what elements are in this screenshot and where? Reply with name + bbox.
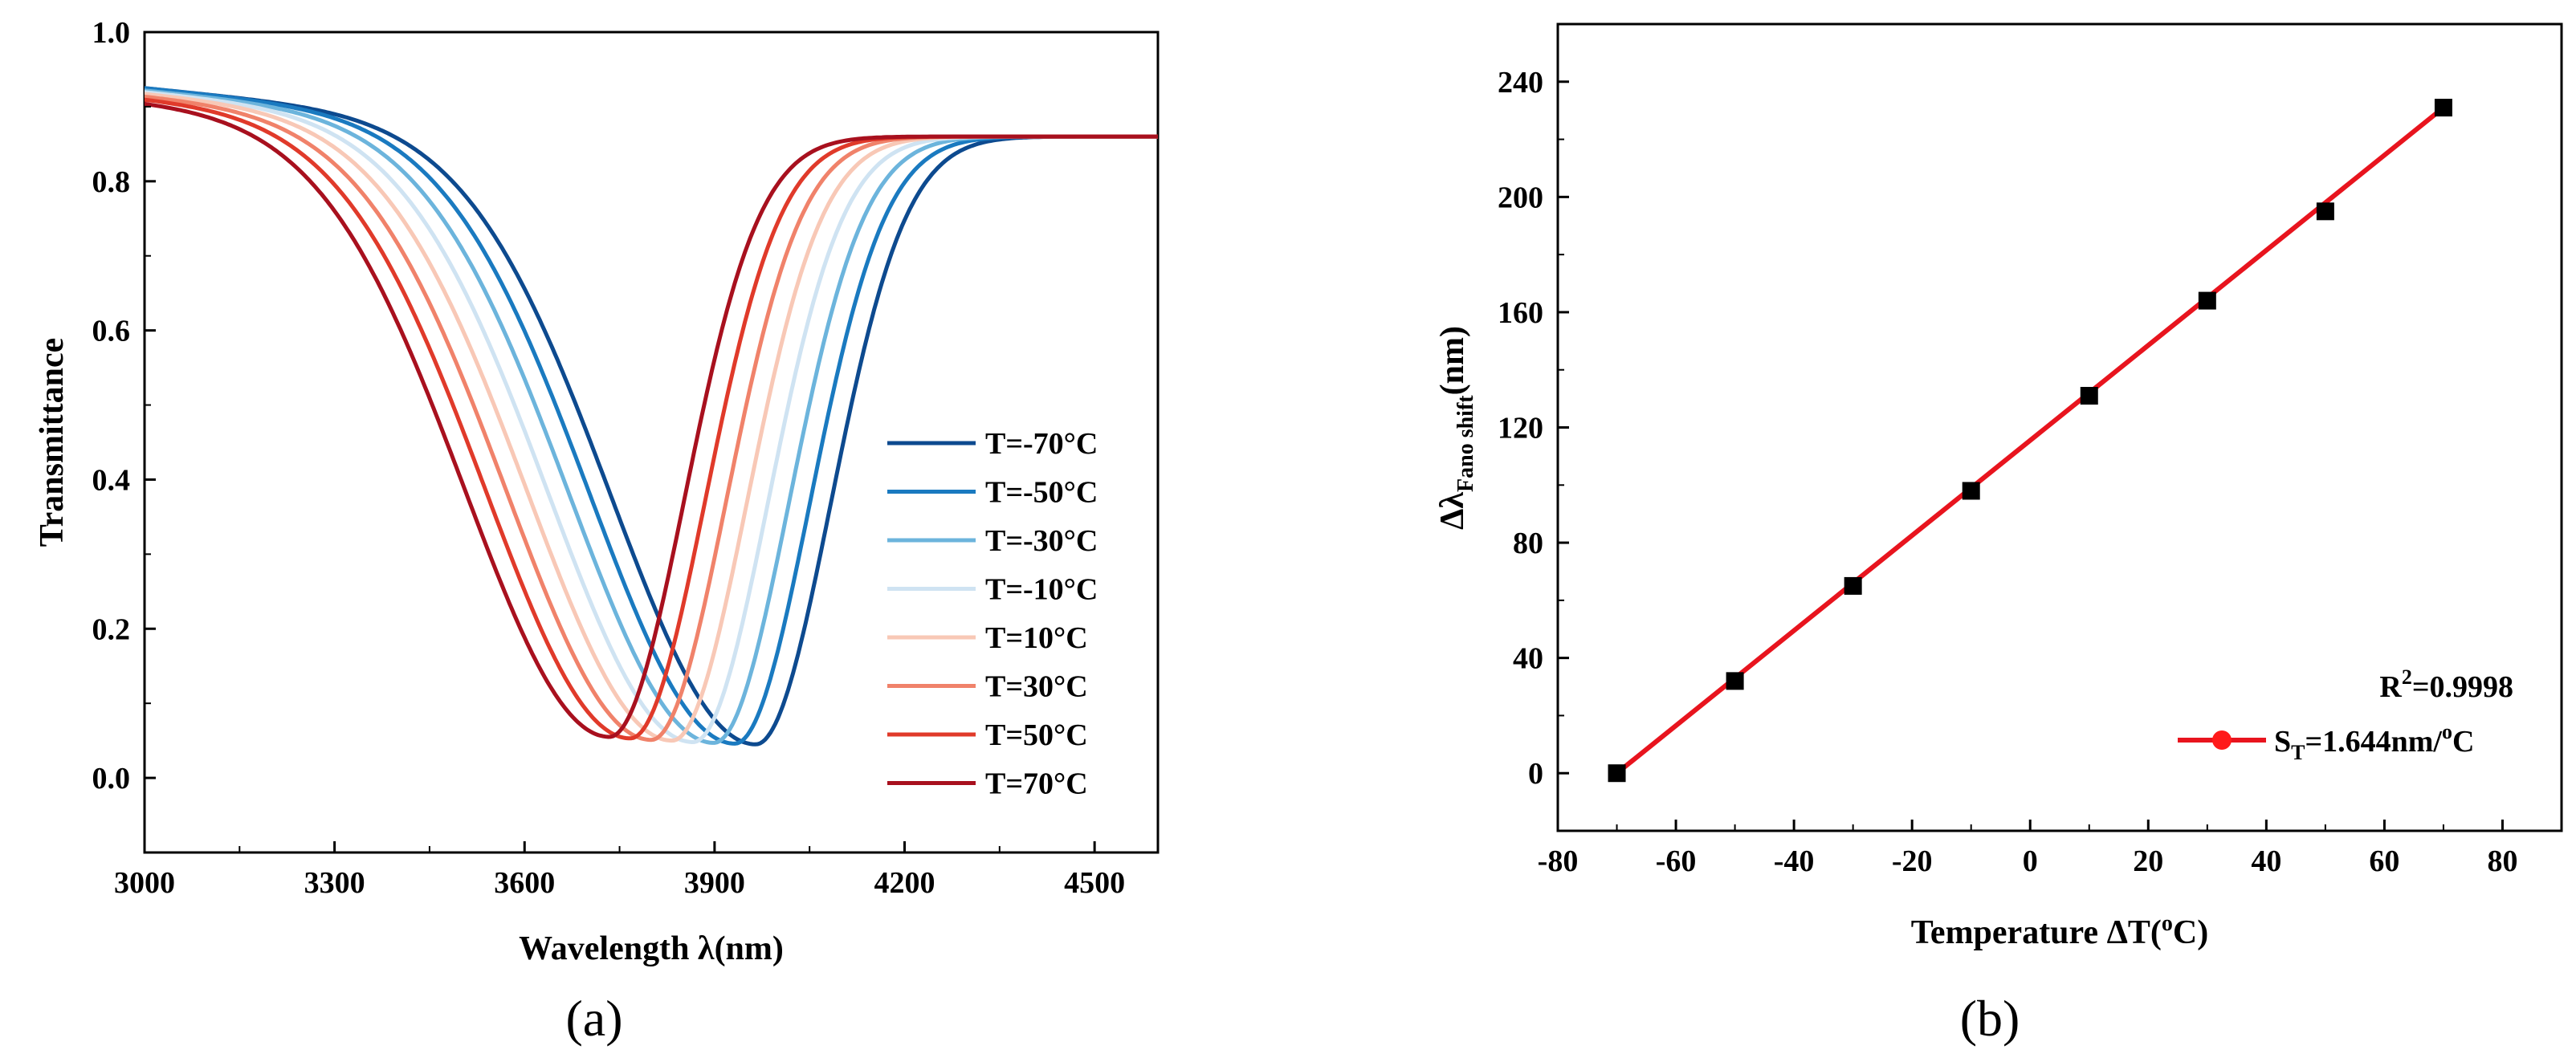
chart-a-plot-area [143, 31, 1160, 854]
chart-b-x-tick-label: 40 [2251, 844, 2281, 878]
chart-b-x-tick-label: -80 [1538, 844, 1579, 878]
chart-b-legend-main: S [2274, 725, 2291, 759]
chart-b-r2-end: =0.9998 [2412, 670, 2513, 704]
chart-a-y-tick-label: 0.0 [92, 762, 131, 795]
chart-b-fit-line [1615, 105, 2445, 775]
chart-a-x-tick-label: 3300 [304, 866, 365, 900]
chart-b-y-tick-label: 0 [1528, 757, 1543, 791]
chart-b-y-axis-title-main: Δλ [1434, 492, 1471, 530]
chart-b-data-point [1726, 672, 1744, 690]
chart-b-y-axis-title: ΔλFano shift(nm) [1434, 326, 1478, 530]
chart-b-x-ticks: -80 -60 -40 -20 0 20 40 60 80 [1538, 820, 2517, 878]
chart-a-legend: T=-70°C T=-50°C T=-30°C T=-10°C T=10°C T=30°C… [887, 427, 1098, 801]
chart-a-x-tick-label: 3900 [684, 866, 745, 900]
chart-b-y-axis-title-sub: Fano shift [1453, 395, 1478, 492]
chart-a-legend-label: T=50°C [985, 718, 1088, 752]
chart-a-y-tick-label: 1.0 [92, 16, 131, 50]
chart-b-legend-tail: C [2452, 725, 2474, 759]
chart-b-fit [1615, 105, 2445, 775]
chart-a-x-tick-label: 4200 [874, 866, 935, 900]
chart-b-legend-end: =1.644nm/ [2305, 725, 2442, 759]
chart-b-x-tick-label: 80 [2487, 844, 2517, 878]
chart-b-y-tick-label: 40 [1513, 642, 1543, 676]
chart-a-y-tick-label: 0.6 [92, 315, 131, 348]
chart-a-legend-label: T=-70°C [985, 427, 1098, 461]
chart-a-x-ticks: 3000 3300 3600 3900 4200 4500 [114, 841, 1125, 900]
chart-b-x-tick-label: 20 [2133, 844, 2163, 878]
chart-b: -80 -60 -40 -20 0 20 40 60 80 04080120160200240 … [1434, 22, 2563, 1047]
chart-a-y-axis-title: Transmittance [34, 338, 71, 547]
chart-b-data-point [2198, 291, 2216, 310]
chart-b-y-tick-label: 120 [1498, 412, 1543, 446]
chart-b-x-axis-title-main: Temperature ΔT( [1911, 914, 2162, 951]
chart-b-y-tick-label: 80 [1513, 527, 1543, 560]
chart-a-series-line [145, 101, 1158, 739]
chart-b-x-tick-label: -40 [1774, 844, 1815, 878]
chart-b-points [1608, 99, 2452, 783]
chart-b-plot-area [1556, 22, 2563, 832]
chart-a-y-ticks: 0.0 0.2 0.4 0.6 0.8 1.0 [92, 16, 156, 853]
chart-a-legend-label: T=10°C [985, 621, 1088, 655]
chart-b-y-tick-label: 200 [1498, 181, 1543, 214]
chart-b-panel-label: (b) [1960, 990, 2020, 1047]
chart-a-legend-label: T=70°C [985, 767, 1088, 801]
chart-b-data-point [2434, 99, 2452, 117]
chart-b-data-point [1844, 576, 1862, 595]
chart-a-x-axis-title: Wavelength λ(nm) [519, 930, 784, 967]
chart-b-x-axis-title-end: C) [2173, 914, 2208, 951]
chart-a-legend-label: T=-10°C [985, 573, 1098, 607]
chart-b-legend-marker [2212, 730, 2232, 750]
chart-a-y-tick-label: 0.2 [92, 612, 131, 646]
chart-b-y-ticks: 0 40 80 120 160 200 240 [1498, 66, 1569, 791]
chart-a-curves [145, 86, 1158, 747]
chart-b-r2-main: R [2379, 670, 2402, 704]
chart-a-x-tick-label: 3000 [114, 866, 175, 900]
chart-b-y-tick-label: 240 [1498, 66, 1543, 100]
chart-b-data-point [2316, 202, 2334, 221]
chart-b-r2-annotation: R2=0.9998 [2379, 665, 2513, 704]
chart-a-panel-label: (a) [565, 990, 622, 1047]
chart-b-y-axis-title-end: (nm) [1434, 326, 1471, 395]
chart-a-y-tick-label: 0.4 [92, 463, 131, 497]
chart-b-x-axis-title-sup: o [2162, 911, 2173, 936]
chart-b-x-tick-label: -20 [1892, 844, 1933, 878]
chart-b-x-tick-label: 60 [2369, 844, 2399, 878]
chart-b-x-axis-title: Temperature ΔT(oC) [1911, 911, 2208, 951]
chart-a-legend-label: T=30°C [985, 670, 1088, 704]
chart-b-y-tick-label: 160 [1498, 296, 1543, 330]
chart-a: 3000 3300 3600 3900 4200 4500 0.0 0.2 0.4 0.6 0.8… [34, 16, 1160, 1047]
chart-a-x-tick-label: 3600 [494, 866, 555, 900]
chart-b-x-tick-label: 0 [2023, 844, 2038, 878]
chart-b-x-tick-label: -60 [1656, 844, 1697, 878]
chart-b-legend: ST=1.644nm/oC [2178, 720, 2474, 764]
chart-b-data-point [2080, 387, 2098, 405]
chart-b-data-point [1962, 482, 1980, 500]
chart-b-data-point [1608, 764, 1626, 783]
chart-b-legend-sup: o [2442, 720, 2452, 743]
chart-a-x-tick-label: 4500 [1064, 866, 1125, 900]
chart-a-y-tick-label: 0.8 [92, 165, 131, 199]
chart-a-legend-label: T=-50°C [985, 476, 1098, 510]
chart-b-r2-sup: 2 [2402, 665, 2412, 689]
chart-a-legend-label: T=-30°C [985, 524, 1098, 558]
chart-b-legend-label: ST=1.644nm/oC [2274, 720, 2474, 764]
chart-b-legend-sub: T [2291, 741, 2305, 764]
